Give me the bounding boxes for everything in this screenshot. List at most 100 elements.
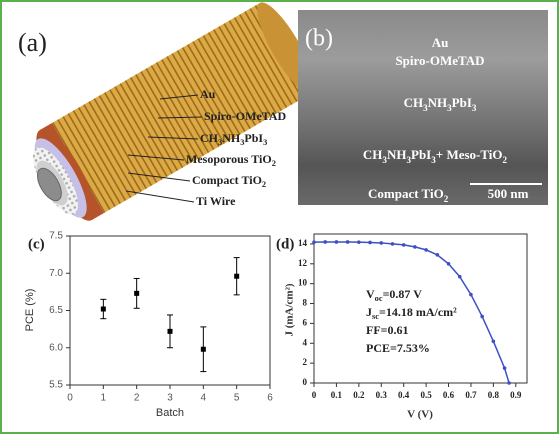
annotation: PCE=7.53% xyxy=(366,341,430,355)
text-part: + Meso-TiO xyxy=(436,147,503,162)
x-tick-label: 0.3 xyxy=(376,390,388,400)
y-axis-label: PCE (%) xyxy=(24,289,36,332)
y-tick-label: 12 xyxy=(298,258,308,268)
point xyxy=(201,347,206,352)
layer-label: Spiro-OMeTAD xyxy=(204,109,287,123)
y-tick-label: 5.5 xyxy=(49,380,63,391)
point xyxy=(323,240,327,244)
figure: (a) (b) 500 nm AuSpiro-OMeTADCH3NH3PbI3M… xyxy=(0,0,559,434)
text-part: 2 xyxy=(503,155,508,165)
x-tick-label: 0.1 xyxy=(331,390,343,400)
text-part: CH xyxy=(200,131,219,145)
text-part: 2 xyxy=(444,194,449,204)
point xyxy=(492,339,496,343)
x-tick-label: 0.8 xyxy=(488,390,500,400)
y-tick-label: 0 xyxy=(303,377,308,387)
text-part: NH xyxy=(387,147,407,162)
point xyxy=(379,241,383,245)
point xyxy=(458,275,462,279)
text-part: 3 xyxy=(472,103,477,113)
point xyxy=(391,242,395,246)
point xyxy=(402,243,406,247)
point xyxy=(436,253,440,257)
panel-label: (a) xyxy=(18,28,47,57)
text-part: =0.87 V xyxy=(383,287,423,301)
text-part: PbI xyxy=(411,147,431,162)
point xyxy=(134,291,139,296)
point xyxy=(357,240,361,244)
point xyxy=(335,240,339,244)
y-tick-label: 14 xyxy=(298,238,308,248)
text-part: Au xyxy=(432,35,449,50)
text-part: Compact TiO xyxy=(192,173,262,187)
x-axis-label: V (V) xyxy=(407,409,433,421)
y-tick-label: 7.5 xyxy=(49,231,63,242)
panel-label: (c) xyxy=(28,236,45,252)
text-part: Spiro-OMeTAD xyxy=(204,109,287,123)
text-part: 2 xyxy=(262,180,266,189)
point xyxy=(368,241,372,245)
y-tick-label: 2 xyxy=(303,357,308,367)
y-tick-label: 10 xyxy=(298,278,308,288)
point xyxy=(447,262,451,266)
point xyxy=(469,293,473,297)
text-part: CH xyxy=(363,147,383,162)
text-part: PbI xyxy=(244,131,263,145)
panel-label: (b) xyxy=(305,26,333,52)
y-tick-label: 8 xyxy=(303,298,308,308)
text-part: V xyxy=(366,287,375,301)
layer-label: Spiro-OMeTAD xyxy=(395,53,484,68)
text-part: PCE=7.53% xyxy=(366,341,430,355)
annotation: FF=0.61 xyxy=(366,323,409,337)
text-part: Spiro-OMeTAD xyxy=(395,53,484,68)
x-tick-label: 0.9 xyxy=(510,390,522,400)
point xyxy=(346,240,350,244)
x-tick-label: 3 xyxy=(167,393,173,404)
y-tick-label: 6.5 xyxy=(49,305,63,316)
point xyxy=(168,329,173,334)
x-tick-label: 4 xyxy=(201,393,207,404)
point xyxy=(413,245,417,249)
text-part: NH xyxy=(222,131,241,145)
layer-label: Ti Wire xyxy=(196,194,236,208)
x-tick-label: 0 xyxy=(312,390,317,400)
y-tick-label: 6.0 xyxy=(49,342,63,353)
x-tick-label: 2 xyxy=(134,393,140,404)
text-part: Au xyxy=(200,87,216,101)
x-tick-label: 1 xyxy=(101,393,107,404)
x-tick-label: 0.6 xyxy=(443,390,455,400)
text-part: NH xyxy=(428,95,448,110)
y-axis-label: J (mA/cm²) xyxy=(284,283,296,336)
x-tick-label: 0.7 xyxy=(465,390,477,400)
y-tick-label: 4 xyxy=(303,337,308,347)
x-tick-label: 5 xyxy=(234,393,240,404)
x-axis-label: Batch xyxy=(156,407,184,419)
text-part: PbI xyxy=(452,95,472,110)
point xyxy=(503,366,507,370)
point xyxy=(234,274,239,279)
layer-label: Au xyxy=(200,87,216,101)
point xyxy=(507,381,511,385)
x-tick-label: 0.2 xyxy=(353,390,365,400)
page: {"figure": { "panel_a": {"label": "(a)",… xyxy=(0,0,559,434)
y-tick-label: 7.0 xyxy=(49,268,63,279)
layer-label: Au xyxy=(432,35,449,50)
text-part: FF=0.61 xyxy=(366,323,409,337)
x-tick-label: 0 xyxy=(67,393,73,404)
panel-label: (d) xyxy=(276,236,294,252)
y-tick-label: 6 xyxy=(303,317,308,327)
text-part: Compact TiO xyxy=(368,186,444,201)
text-part: CH xyxy=(404,95,424,110)
point xyxy=(480,315,484,319)
text-part: 2 xyxy=(272,159,276,168)
scale-bar-label: 500 nm xyxy=(488,186,529,201)
point xyxy=(312,240,316,244)
text-part: =14.18 mA/cm² xyxy=(379,305,457,319)
x-tick-label: 6 xyxy=(267,393,273,404)
text-part: Ti Wire xyxy=(196,194,236,208)
x-tick-label: 0.5 xyxy=(420,390,432,400)
point xyxy=(101,307,106,312)
text-part: 3 xyxy=(263,138,267,147)
text-part: Mesoporous TiO xyxy=(186,152,272,166)
x-tick-label: 0.4 xyxy=(398,390,410,400)
